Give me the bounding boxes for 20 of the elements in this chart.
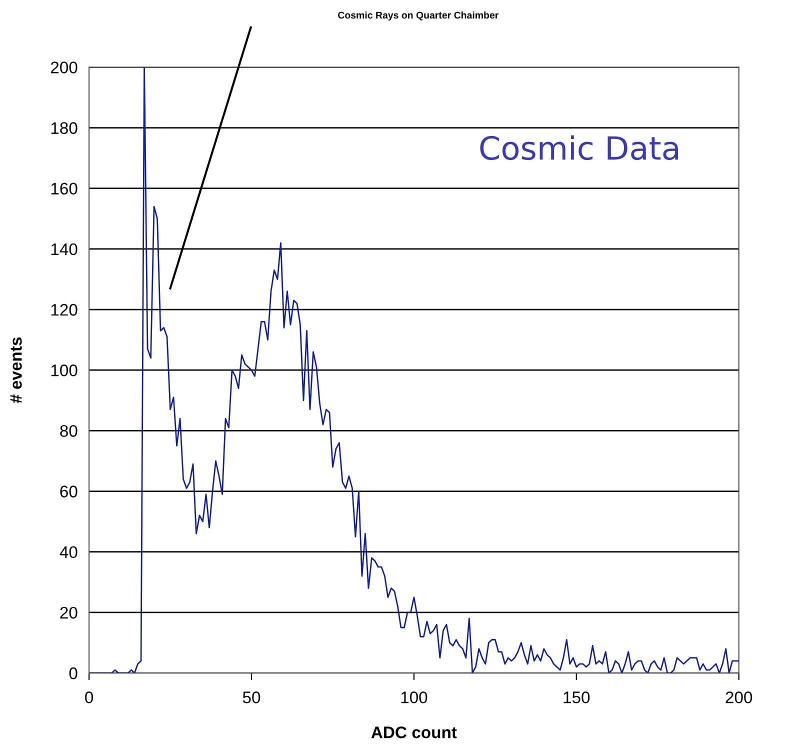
- x-tick-label: 200: [726, 692, 752, 704]
- chart-title: Cosmic Rays on Quarter Chaimber: [338, 11, 499, 21]
- y-tick-label: 100: [51, 364, 78, 376]
- x-axis-title: ADC count: [371, 726, 457, 738]
- x-tick-label: 50: [242, 692, 260, 704]
- y-tick-label: 80: [60, 425, 78, 437]
- y-tick-label: 200: [50, 62, 78, 74]
- y-tick-label: 60: [60, 486, 78, 498]
- y-tick-label: 180: [51, 122, 78, 134]
- y-tick-label: 20: [60, 606, 78, 619]
- y-tick-label: 160: [51, 182, 78, 195]
- y-tick-label: 0: [69, 667, 78, 680]
- y-tick-label: 140: [51, 243, 78, 256]
- x-tick-label: 0: [85, 692, 94, 704]
- y-tick-label: 40: [60, 546, 78, 558]
- y-axis-title: # events: [10, 337, 22, 404]
- x-tick-label: 100: [401, 692, 428, 704]
- x-tick-label: 150: [564, 692, 590, 704]
- y-tick-label: 120: [51, 304, 78, 316]
- annotation: Cosmic Data: [480, 135, 678, 160]
